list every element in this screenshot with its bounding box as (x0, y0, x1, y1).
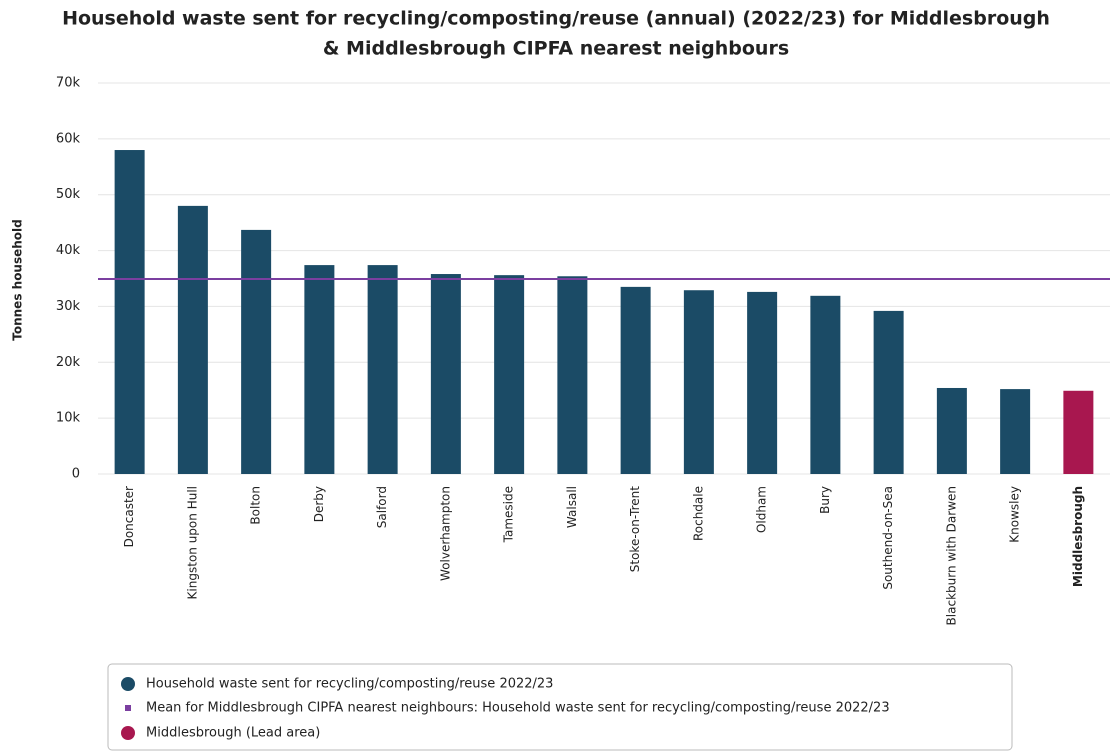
legend-marker (121, 677, 135, 691)
x-tick-label: Derby (312, 486, 326, 522)
x-tick-label: Wolverhampton (438, 486, 452, 581)
chart-title: Household waste sent for recycling/compo… (62, 8, 1050, 30)
legend-label: Middlesbrough (Lead area) (146, 726, 320, 741)
bar (747, 291, 778, 474)
y-tick-label: 10k (56, 411, 81, 426)
x-tick-label: Blackburn with Darwen (944, 486, 958, 625)
x-tick-label: Bury (818, 486, 832, 514)
y-tick-label: 40k (56, 243, 81, 258)
bar (810, 295, 841, 474)
bar (430, 274, 461, 474)
x-tick-label: Oldham (755, 486, 769, 533)
y-tick-label: 70k (56, 76, 81, 91)
x-tick-label: Bolton (249, 486, 263, 525)
legend-marker (125, 705, 131, 711)
legend-label: Mean for Middlesbrough CIPFA nearest nei… (146, 701, 890, 716)
x-tick-label: Doncaster (122, 486, 136, 547)
bar (367, 265, 398, 474)
x-tick-label: Walsall (565, 486, 579, 528)
x-tick-label: Southend-on-Sea (881, 486, 895, 590)
bar (241, 229, 272, 474)
x-tick-label: Kingston upon Hull (185, 486, 199, 599)
bar (114, 150, 145, 474)
y-tick-label: 20k (56, 355, 81, 370)
chart-subtitle: & Middlesbrough CIPFA nearest neighbours (323, 38, 789, 60)
bar (177, 205, 208, 474)
x-tick-label: Rochdale (691, 486, 705, 541)
x-tick-label: Middlesbrough (1071, 486, 1085, 587)
bar (557, 276, 588, 474)
bar (620, 286, 651, 474)
x-tick-label: Salford (375, 486, 389, 528)
x-tick-label: Knowsley (1008, 486, 1022, 543)
y-tick-label: 30k (56, 299, 81, 314)
bar (936, 387, 967, 474)
bar (1000, 389, 1031, 474)
legend-marker (121, 726, 135, 740)
y-tick-label: 0 (72, 467, 80, 482)
y-tick-label: 60k (56, 131, 81, 146)
legend-box (107, 663, 1013, 751)
bar (494, 275, 525, 474)
bar (873, 310, 904, 474)
y-tick-label: 50k (56, 187, 81, 202)
y-axis-label: Tonnes household (11, 219, 25, 340)
bar (683, 290, 714, 474)
bar (304, 265, 335, 474)
legend-label: Household waste sent for recycling/compo… (146, 677, 553, 692)
x-tick-label: Tameside (502, 486, 516, 543)
bar (1063, 390, 1094, 474)
x-tick-label: Stoke-on-Trent (628, 486, 642, 573)
